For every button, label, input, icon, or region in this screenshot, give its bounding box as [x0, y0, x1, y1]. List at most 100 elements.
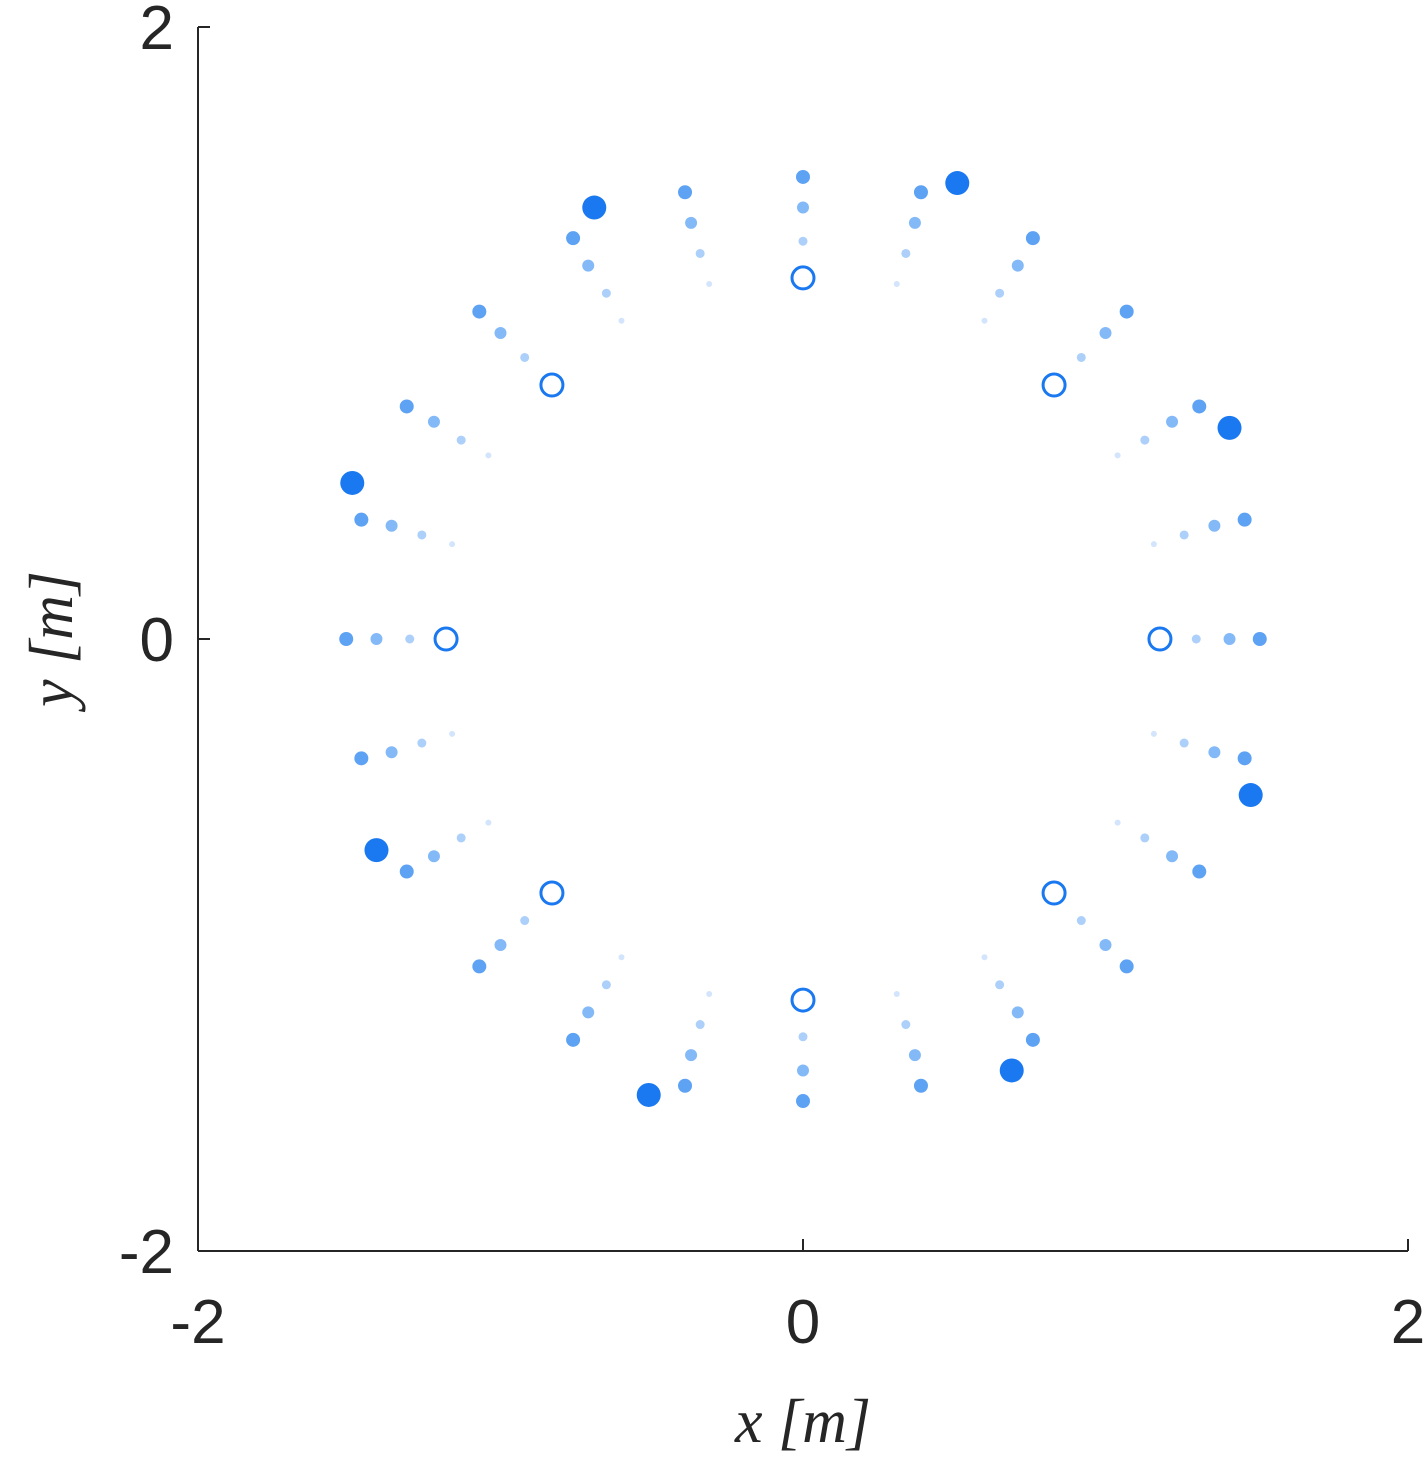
point: [798, 1032, 808, 1042]
point: [456, 435, 466, 445]
point: [1150, 541, 1157, 548]
point: [913, 185, 928, 200]
point: [354, 512, 369, 527]
point: [1025, 231, 1040, 246]
point: [1237, 512, 1252, 527]
y-tick-label: 2: [140, 0, 174, 63]
point: [1150, 730, 1157, 737]
x-tick-label: 0: [786, 1288, 820, 1357]
point: [797, 1064, 809, 1077]
point: [790, 265, 816, 291]
point: [1119, 959, 1134, 974]
y-axis-label: y [m]: [18, 571, 86, 713]
point: [1140, 435, 1150, 445]
point: [1099, 939, 1112, 951]
y-tick-label: 0: [140, 606, 174, 675]
point: [908, 1049, 921, 1062]
x-tick-label: 2: [1391, 1288, 1425, 1357]
point: [618, 954, 625, 961]
point: [706, 281, 713, 288]
point: [1208, 519, 1221, 532]
point: [385, 519, 398, 532]
point: [1237, 751, 1252, 766]
point: [1217, 415, 1242, 440]
point: [706, 990, 713, 997]
point: [1252, 632, 1267, 646]
point: [385, 746, 398, 759]
point: [582, 259, 595, 272]
point: [1041, 880, 1067, 906]
point: [601, 980, 611, 990]
point: [566, 1032, 581, 1047]
point: [566, 231, 581, 246]
point: [901, 1020, 911, 1030]
point: [685, 1049, 698, 1062]
point: [399, 864, 414, 879]
point: [340, 470, 365, 495]
point: [1140, 833, 1150, 843]
point: [449, 541, 456, 548]
point: [999, 1058, 1024, 1083]
point: [790, 987, 816, 1013]
point: [433, 626, 459, 652]
point: [339, 632, 354, 646]
point: [520, 916, 530, 926]
point: [1076, 352, 1086, 362]
point: [913, 1078, 928, 1093]
point: [893, 281, 900, 288]
point: [1076, 916, 1086, 926]
y-tick-label: -2: [119, 1218, 174, 1287]
point: [456, 833, 466, 843]
point: [1191, 634, 1201, 644]
point: [539, 372, 565, 398]
point: [901, 248, 911, 258]
point: [601, 288, 611, 298]
point: [1041, 372, 1067, 398]
point: [1011, 1006, 1024, 1019]
point: [1011, 259, 1024, 272]
point: [945, 171, 970, 196]
point: [364, 838, 389, 863]
point: [399, 399, 414, 414]
point: [494, 327, 507, 339]
point: [494, 939, 507, 951]
point: [449, 730, 456, 737]
x-axis-label: x [m]: [734, 1388, 871, 1456]
point: [485, 819, 492, 826]
point: [1147, 626, 1173, 652]
point: [485, 452, 492, 459]
point: [1192, 399, 1207, 414]
point: [1238, 783, 1263, 808]
point: [1208, 746, 1221, 759]
point: [582, 1006, 595, 1019]
point: [1192, 864, 1207, 879]
point: [1166, 415, 1179, 428]
point: [427, 850, 440, 863]
point: [678, 185, 693, 200]
point: [1119, 304, 1134, 319]
point: [427, 415, 440, 428]
point: [995, 288, 1005, 298]
point: [472, 959, 487, 974]
point: [354, 751, 369, 766]
point: [1114, 819, 1121, 826]
point: [1114, 452, 1121, 459]
point: [417, 530, 427, 540]
point: [797, 201, 809, 214]
point: [636, 1082, 661, 1107]
point: [1166, 850, 1179, 863]
point: [685, 216, 698, 229]
point: [796, 1094, 810, 1109]
point: [1025, 1032, 1040, 1047]
point: [981, 954, 988, 961]
point: [796, 169, 810, 184]
point: [582, 195, 607, 220]
point: [472, 304, 487, 319]
point: [370, 633, 383, 645]
point: [893, 990, 900, 997]
point: [1179, 738, 1189, 748]
point: [678, 1078, 693, 1093]
point: [1223, 633, 1236, 645]
